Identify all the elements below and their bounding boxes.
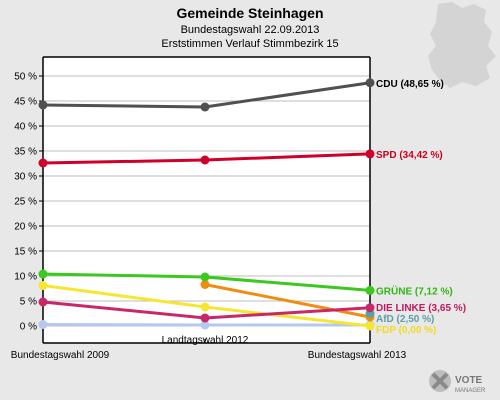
logo-x-mark-icon <box>431 372 449 390</box>
data-point <box>365 78 375 88</box>
y-tick-label: 35 % <box>14 147 37 158</box>
plot-area <box>43 57 370 343</box>
series-spd <box>38 149 375 168</box>
data-point <box>200 102 210 112</box>
data-point <box>200 320 210 330</box>
data-point <box>200 155 210 165</box>
y-tick-label: 45 % <box>14 97 37 108</box>
y-tick-labels: 0 % 5 % 10 % 15 % 20 % 25 % 30 % 35 % 40 % 45 % 50… <box>14 72 37 333</box>
data-point <box>365 303 375 313</box>
y-tick-label: 20 % <box>14 222 37 233</box>
y-tick-label: 15 % <box>14 247 37 258</box>
series-fdp <box>38 281 375 331</box>
data-point <box>200 280 210 289</box>
y-tick-label: 10 % <box>14 272 37 283</box>
data-point <box>200 302 210 312</box>
y-tick-label: 0 % <box>20 322 37 333</box>
data-point <box>38 320 48 329</box>
vote-manager-logo: VOTE MANAGER <box>429 370 486 394</box>
series-label-afd: AfD (2,50 %) <box>376 314 434 325</box>
chart-title: Gemeinde Steinhagen <box>176 5 323 21</box>
series-label-die-linke: DIE LINKE (3,65 %) <box>376 303 466 314</box>
x-tick-labels: Bundestagswahl 2009 Landtagswahl 2012 Bund… <box>11 335 407 361</box>
data-point <box>200 313 210 323</box>
data-point <box>38 158 48 168</box>
x-tick-label: Bundestagswahl 2009 <box>11 350 110 361</box>
y-tick-label: 30 % <box>14 172 37 183</box>
data-point <box>38 100 48 110</box>
chart-subtitle-date: Bundestagswahl 22.09.2013 <box>181 24 320 36</box>
y-tick-label: 25 % <box>14 197 37 208</box>
data-point <box>200 272 210 282</box>
data-point <box>365 285 375 295</box>
logo-line2: MANAGER <box>455 388 486 394</box>
data-point <box>365 149 375 159</box>
germany-map-icon <box>428 2 496 88</box>
series-label-cdu: CDU (48,65 %) <box>376 79 444 90</box>
series-label-spd: SPD (34,42 %) <box>376 150 443 161</box>
axes <box>42 56 371 344</box>
logo-line1: VOTE <box>455 375 483 386</box>
data-point <box>38 297 48 307</box>
series-gr-ne <box>38 269 375 295</box>
y-tick-label: 40 % <box>14 122 37 133</box>
series-labels: CDU (48,65 %) SPD (34,42 %) GRÜNE (7,12 %)… <box>376 79 466 336</box>
y-tick-label: 50 % <box>14 72 37 83</box>
series-cdu <box>38 78 375 112</box>
series-label-gr-ne: GRÜNE (7,12 %) <box>376 284 453 297</box>
data-point <box>365 321 375 331</box>
chart-subtitle-description: Erststimmen Verlauf Stimmbezirk 15 <box>161 38 338 50</box>
data-point <box>38 269 48 279</box>
series-line <box>204 283 371 319</box>
series-die-linke <box>38 297 375 323</box>
series-lines <box>38 78 375 331</box>
series-label-fdp: FDP (0,00 %) <box>376 325 436 336</box>
x-tick-label: Bundestagswahl 2013 <box>308 350 407 361</box>
data-point <box>38 281 48 290</box>
x-tick-label: Landtagswahl 2012 <box>162 335 249 346</box>
y-tick-label: 5 % <box>20 297 37 308</box>
